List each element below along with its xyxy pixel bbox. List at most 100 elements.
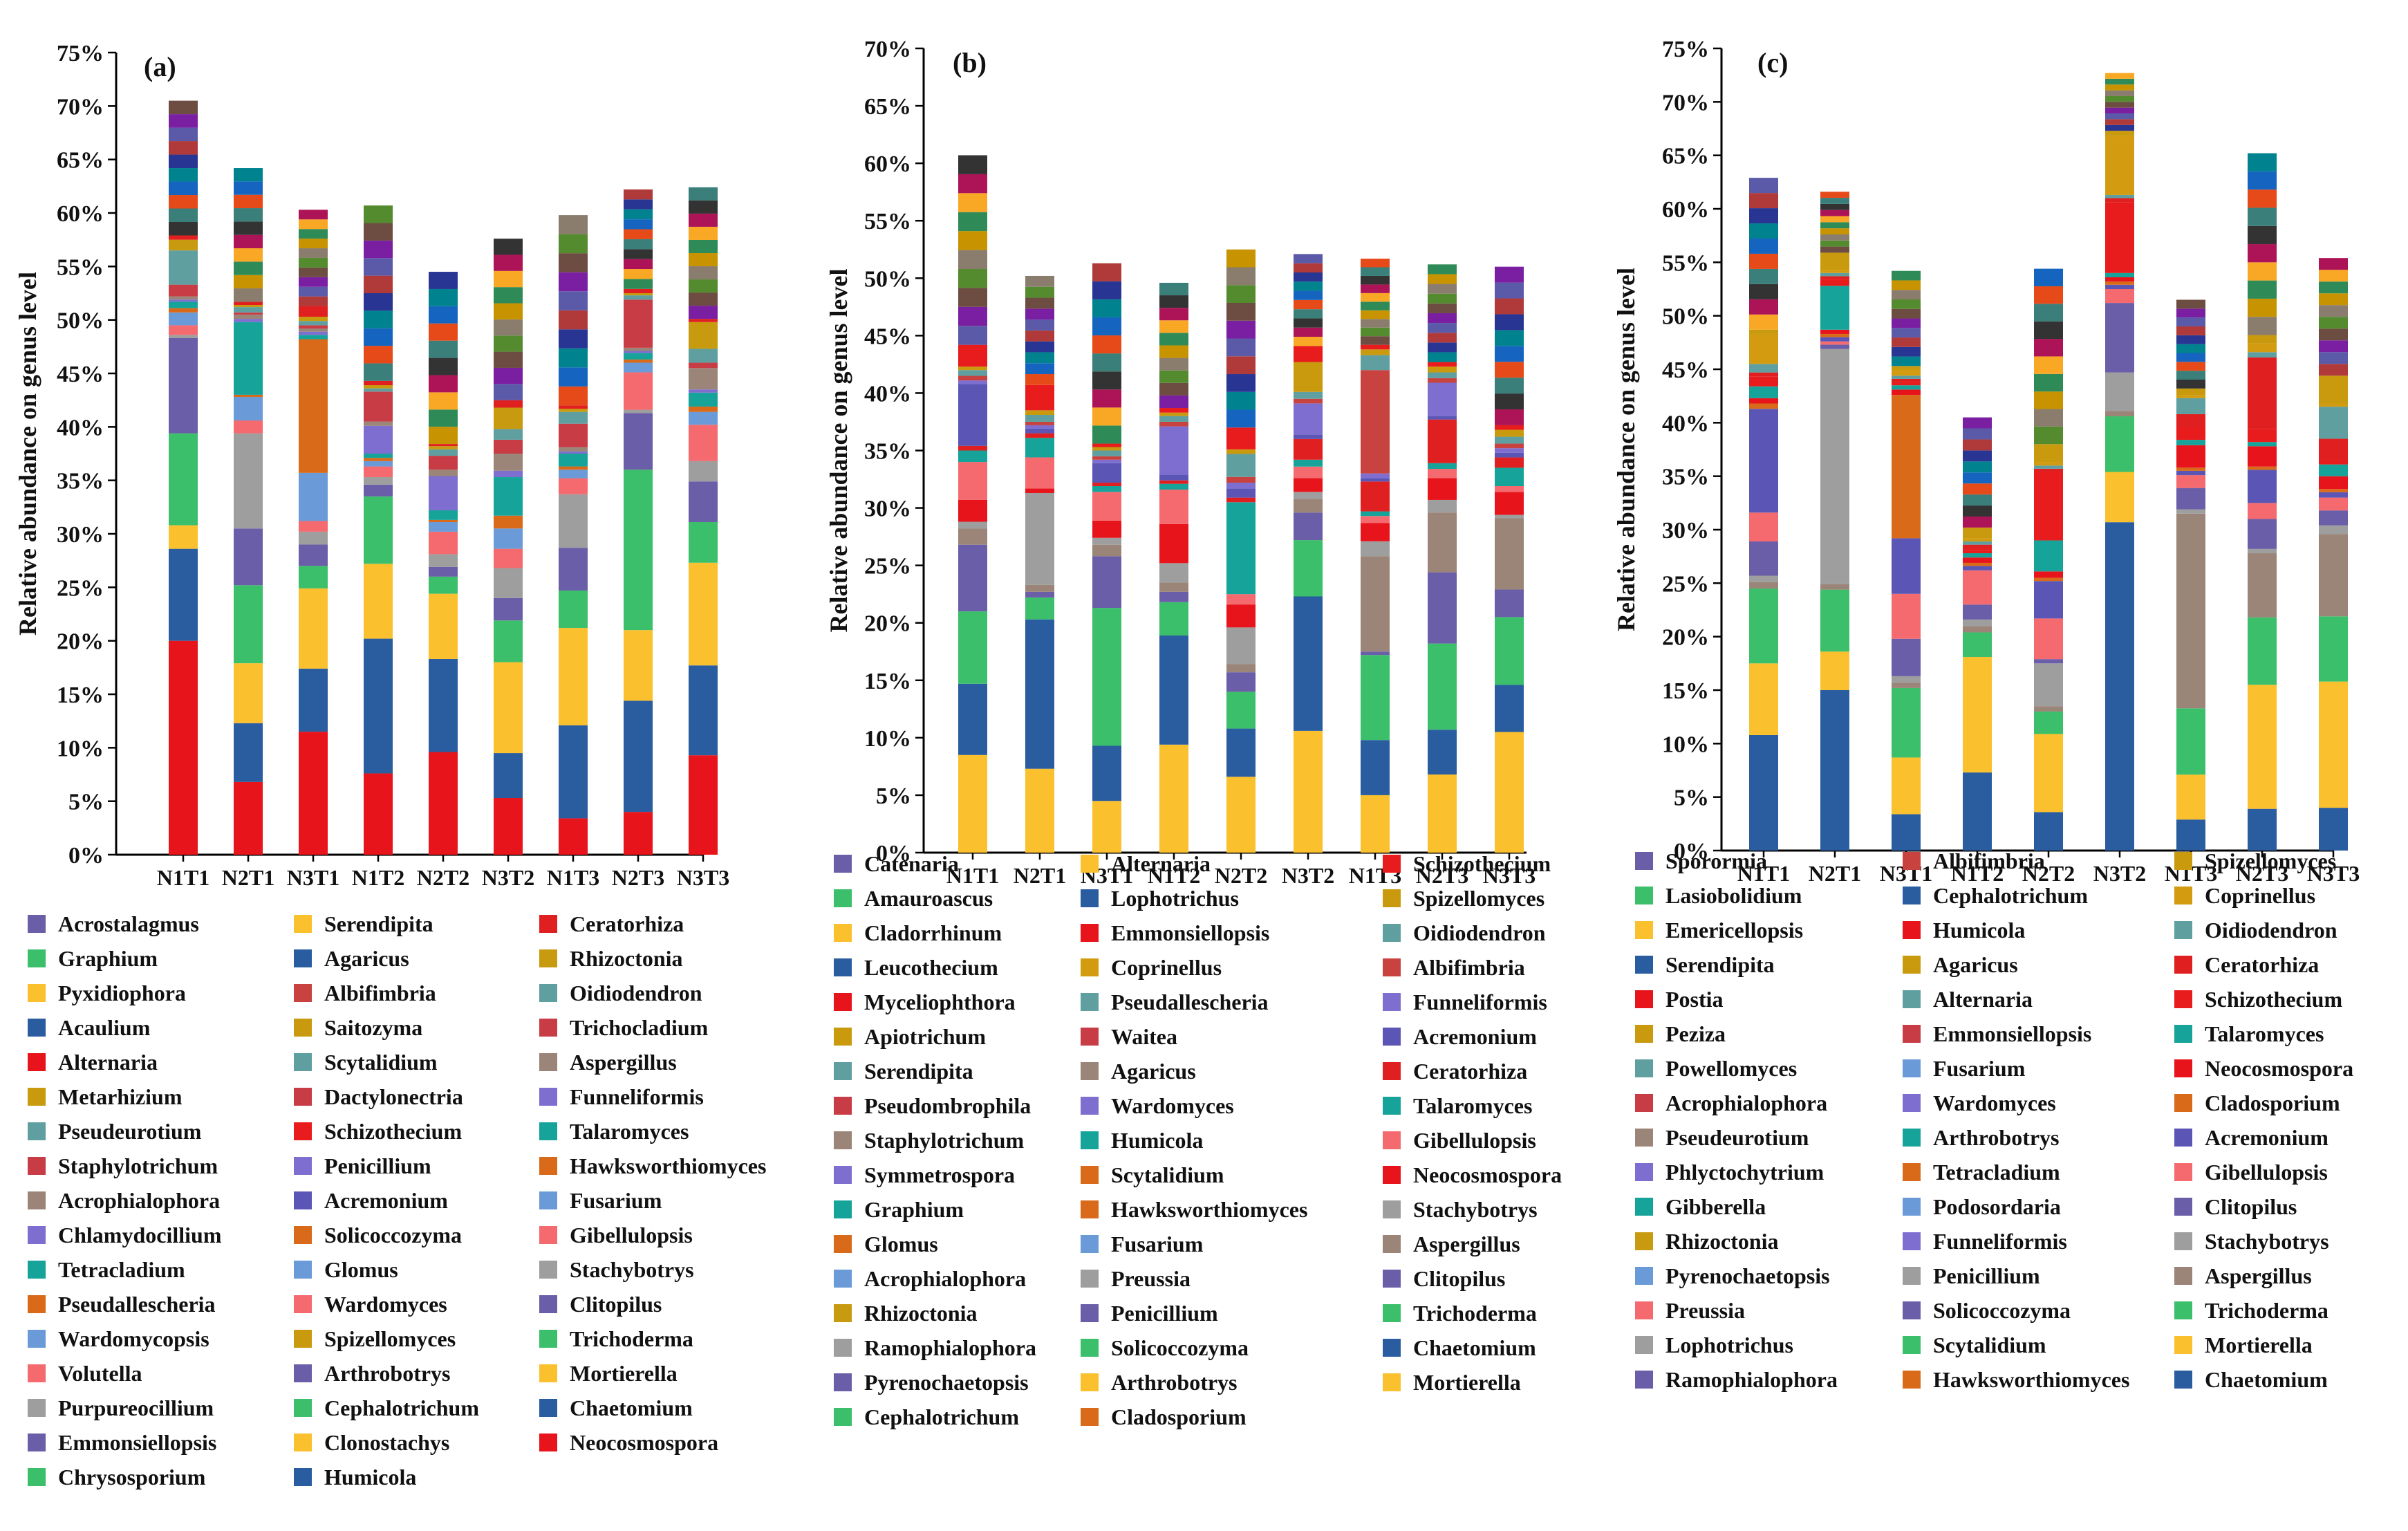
bar-segment-hawksworthiomyces xyxy=(364,458,393,461)
bar-segment-others xyxy=(2034,286,2063,304)
bar-segment-spizellomyces xyxy=(2248,335,2277,344)
bar-segment-ceratorhiza xyxy=(234,301,263,306)
bar-segment-others xyxy=(169,195,198,209)
bar-segment-schizothecium xyxy=(1820,279,1849,286)
legend-swatch xyxy=(539,1295,557,1313)
bar-segment-oidiodendron xyxy=(1092,450,1121,456)
legend-item: Cladosporium xyxy=(2174,1091,2340,1115)
bar-segment-oidiodendron xyxy=(1963,541,1992,545)
bar-stack-N2T2 xyxy=(429,272,458,855)
bar-segment-clitopilus xyxy=(689,481,718,522)
bar-segment-others xyxy=(169,154,198,169)
bar-segment-chaetomium xyxy=(1159,635,1188,745)
bar-segment-others xyxy=(1428,352,1457,362)
bar-segment-albifimbria xyxy=(1226,476,1256,483)
bar-segment-others xyxy=(559,367,588,387)
bar-segment-others xyxy=(1025,319,1054,331)
bar-stack-N2T1 xyxy=(1820,192,1849,851)
legend-item: Chaetomium xyxy=(539,1395,693,1420)
legend-item: Cephalotrichum xyxy=(834,1404,1019,1429)
legend-label: Rhizoctonia xyxy=(864,1301,978,1326)
legend-item: Emericellopsis xyxy=(1635,918,1803,943)
legend-swatch xyxy=(1903,990,1921,1008)
bar-segment-others xyxy=(2248,225,2277,245)
legend-label: Fusarium xyxy=(1933,1056,2026,1081)
panel-label: (c) xyxy=(1757,47,1788,78)
bar-segment-trichoderma xyxy=(429,576,458,594)
legend-swatch xyxy=(539,984,557,1002)
bar-segment-trichoderma xyxy=(624,470,653,631)
legend-label: Pyrenochaetopsis xyxy=(864,1370,1029,1395)
bar-segment-trichoderma xyxy=(1749,588,1778,664)
bar-segment-talaromyces xyxy=(958,450,987,463)
legend-item: Preussia xyxy=(1635,1298,1745,1323)
bar-segment-cladosporium xyxy=(1963,562,1992,566)
y-tick-label: 5% xyxy=(876,783,911,809)
legend-label: Acaulium xyxy=(58,1015,151,1040)
legend-swatch xyxy=(294,1399,312,1417)
legend-item: Humicola xyxy=(294,1465,416,1490)
bar-segment-others xyxy=(364,240,393,259)
legend-swatch xyxy=(1635,990,1653,1008)
y-tick-label: 55% xyxy=(57,254,104,280)
bar-segment-gibellulopsis xyxy=(1749,512,1778,542)
legend-swatch xyxy=(2174,956,2192,974)
bar-segment-schizothecium xyxy=(1892,382,1921,386)
bar-segment-funneliformis xyxy=(1092,459,1121,463)
bar-segment-coprinellus xyxy=(2034,462,2063,466)
legend-swatch xyxy=(1635,852,1653,870)
legend-label: Aspergillus xyxy=(1413,1232,1520,1256)
bar-segment-others xyxy=(1092,317,1121,336)
bar-stack-N3T3 xyxy=(689,187,718,855)
bar-segment-mortierella xyxy=(1892,757,1921,815)
bar-segment-others xyxy=(1820,228,1849,234)
bar-segment-funneliformis xyxy=(1025,425,1054,429)
legend-item: Stachybotrys xyxy=(1383,1197,1538,1222)
bar-segment-spizellomyces xyxy=(1092,447,1121,451)
legend-item: Coprinellus xyxy=(2174,883,2315,908)
bar-segment-coprinellus xyxy=(2248,343,2277,353)
bar-segment-chaetomium xyxy=(1361,740,1390,795)
legend-swatch xyxy=(1635,887,1653,904)
legend-swatch xyxy=(2174,921,2192,939)
legend-label: Agaricus xyxy=(324,946,409,971)
bar-segment-others xyxy=(2176,326,2205,335)
y-tick-label: 40% xyxy=(57,415,104,440)
bar-segment-others xyxy=(1428,313,1457,324)
bar-segment-rhizoctonia xyxy=(169,239,198,251)
legend-swatch xyxy=(1383,1270,1401,1288)
bar-segment-ceratorhiza xyxy=(624,288,653,293)
legend-swatch xyxy=(1081,1408,1099,1426)
legend-item: Acremonium xyxy=(2174,1125,2328,1150)
bar-segment-talaromyces xyxy=(1428,463,1457,470)
bar-segment-trichocladium xyxy=(429,456,458,470)
panel-label: (a) xyxy=(144,51,176,82)
bar-segment-others xyxy=(958,326,987,345)
bar-segment-ceratorhiza xyxy=(429,444,458,447)
x-tick-label: N3T3 xyxy=(677,865,729,890)
bar-stack-N1T2 xyxy=(364,205,393,855)
bar-segment-others xyxy=(2105,73,2134,79)
legend-item: Chaetomium xyxy=(2174,1367,2328,1392)
legend-swatch xyxy=(2174,1129,2192,1147)
bar-segment-stachybotrys xyxy=(958,521,987,529)
bar-segment-aspergillus xyxy=(958,528,987,545)
bar-segment-others xyxy=(1159,358,1188,371)
legend-label: Glomus xyxy=(324,1257,398,1282)
legend-swatch xyxy=(1081,855,1099,873)
bar-segment-cladosporium xyxy=(1892,395,1921,539)
bar-segment-others xyxy=(1428,342,1457,353)
legend-swatch xyxy=(294,1364,312,1382)
bar-segment-others xyxy=(169,168,198,182)
y-tick-label: 70% xyxy=(864,37,911,62)
bar-segment-spizellomyces xyxy=(1892,366,1921,371)
legend-swatch xyxy=(1903,1232,1921,1250)
legend-label: Cladosporium xyxy=(1111,1404,1247,1429)
legend-label: Mortierella xyxy=(1413,1370,1521,1395)
bar-segment-others xyxy=(1294,263,1323,272)
bar-segment-others xyxy=(1092,353,1121,372)
legend-label: Powellomyces xyxy=(1665,1056,1797,1081)
bar-segment-stachybotrys xyxy=(169,335,198,338)
legend-swatch xyxy=(1635,1025,1653,1043)
legend: Catenaria Alternaria Schizothecium Amauroas… xyxy=(834,851,1562,1429)
